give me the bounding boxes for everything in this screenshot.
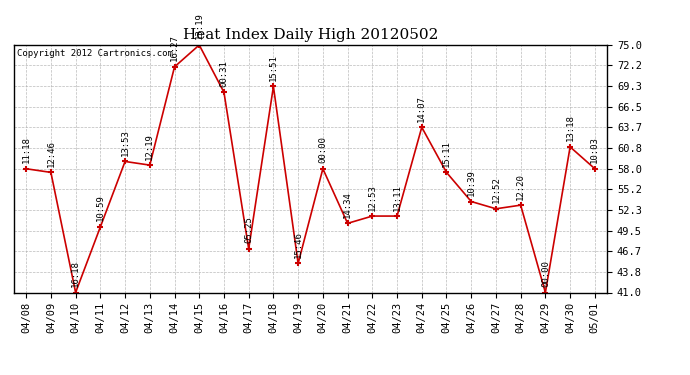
- Text: 12:46: 12:46: [46, 140, 55, 167]
- Text: 00:00: 00:00: [541, 260, 550, 287]
- Text: 12:20: 12:20: [516, 173, 525, 200]
- Title: Heat Index Daily High 20120502: Heat Index Daily High 20120502: [183, 28, 438, 42]
- Text: 13:11: 13:11: [393, 184, 402, 210]
- Text: 16:18: 16:18: [71, 260, 80, 287]
- Text: 14:34: 14:34: [343, 191, 352, 218]
- Text: 00:00: 00:00: [318, 136, 327, 163]
- Text: Copyright 2012 Cartronics.com: Copyright 2012 Cartronics.com: [17, 49, 172, 58]
- Text: 13:18: 13:18: [566, 114, 575, 141]
- Text: 15:11: 15:11: [442, 140, 451, 167]
- Text: 05:25: 05:25: [244, 216, 253, 243]
- Text: 16:27: 16:27: [170, 34, 179, 61]
- Text: 10:39: 10:39: [466, 169, 475, 196]
- Text: 14:07: 14:07: [417, 95, 426, 122]
- Text: 13:19: 13:19: [195, 13, 204, 39]
- Text: 12:19: 12:19: [146, 133, 155, 159]
- Text: 10:59: 10:59: [96, 195, 105, 221]
- Text: 15:46: 15:46: [294, 231, 303, 258]
- Text: 12:53: 12:53: [368, 184, 377, 210]
- Text: 15:51: 15:51: [269, 54, 278, 81]
- Text: 12:52: 12:52: [491, 176, 500, 203]
- Text: 00:31: 00:31: [219, 60, 228, 87]
- Text: 10:03: 10:03: [591, 136, 600, 163]
- Text: 13:53: 13:53: [121, 129, 130, 156]
- Text: 11:18: 11:18: [21, 136, 30, 163]
